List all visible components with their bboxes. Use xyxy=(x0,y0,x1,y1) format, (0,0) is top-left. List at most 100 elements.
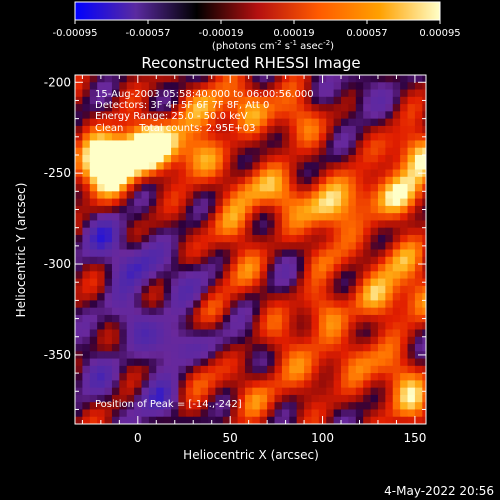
heatmap-pixel xyxy=(237,285,246,294)
heatmap-pixel xyxy=(75,344,83,352)
heatmap-pixel xyxy=(237,176,246,185)
heatmap-pixel xyxy=(148,213,157,221)
heatmap-pixel xyxy=(348,162,357,171)
heatmap-pixel xyxy=(119,329,128,338)
heatmap-pixel xyxy=(97,293,106,301)
heatmap-pixel xyxy=(141,344,150,352)
heatmap-pixel xyxy=(230,104,239,112)
heatmap-pixel xyxy=(97,125,106,134)
heatmap-pixel xyxy=(163,82,172,91)
heatmap-pixel xyxy=(414,249,423,258)
heatmap-pixel xyxy=(311,140,320,149)
heatmap-pixel xyxy=(355,394,364,403)
heatmap-pixel xyxy=(326,89,335,98)
heatmap-pixel xyxy=(355,264,364,272)
heatmap-pixel xyxy=(75,373,83,381)
heatmap-pixel xyxy=(222,256,231,265)
heatmap-pixel xyxy=(385,234,394,243)
heatmap-pixel xyxy=(392,256,401,265)
heatmap-pixel xyxy=(377,256,386,265)
heatmap-pixel xyxy=(348,264,357,272)
heatmap-pixel xyxy=(178,285,187,294)
heatmap-pixel xyxy=(289,314,298,323)
heatmap-pixel xyxy=(193,140,202,149)
heatmap-pixel xyxy=(215,387,224,396)
heatmap-pixel xyxy=(274,365,283,374)
heatmap-pixel xyxy=(407,394,416,403)
heatmap-pixel xyxy=(111,373,120,381)
heatmap-pixel xyxy=(252,409,261,418)
heatmap-pixel xyxy=(119,191,128,200)
heatmap-pixel xyxy=(163,191,172,200)
heatmap-pixel xyxy=(377,82,386,91)
heatmap-pixel xyxy=(244,256,253,265)
heatmap-pixel xyxy=(200,169,209,178)
heatmap-pixel xyxy=(422,365,426,374)
heatmap-pixel xyxy=(141,96,150,105)
heatmap-pixel xyxy=(134,191,143,200)
heatmap-pixel xyxy=(414,394,423,403)
heatmap-pixel xyxy=(104,365,113,374)
heatmap-pixel xyxy=(244,314,253,323)
heatmap-pixel xyxy=(208,227,216,236)
heatmap-pixel xyxy=(355,409,364,418)
heatmap-pixel xyxy=(104,264,113,272)
heatmap-pixel xyxy=(237,104,246,112)
heatmap-pixel xyxy=(141,351,150,360)
heatmap-pixel xyxy=(407,176,416,185)
heatmap-pixel xyxy=(208,213,216,221)
heatmap-pixel xyxy=(392,125,401,134)
heatmap-pixel xyxy=(392,329,401,338)
heatmap-pixel xyxy=(267,227,276,236)
heatmap-pixel xyxy=(326,278,335,287)
heatmap-pixel xyxy=(252,351,261,360)
heatmap-pixel xyxy=(200,264,209,272)
heatmap-pixel xyxy=(385,387,394,396)
heatmap-pixel xyxy=(119,234,128,243)
heatmap-pixel xyxy=(89,336,98,345)
heatmap-pixel xyxy=(156,154,165,163)
heatmap-pixel xyxy=(111,147,120,156)
heatmap-pixel xyxy=(318,184,327,192)
heatmap-pixel xyxy=(341,169,349,178)
heatmap-pixel xyxy=(230,220,239,229)
heatmap-pixel xyxy=(178,249,187,258)
heatmap-pixel xyxy=(304,227,312,236)
heatmap-pixel xyxy=(230,140,239,149)
heatmap-pixel xyxy=(126,322,135,330)
heatmap-pixel xyxy=(318,380,327,389)
heatmap-pixel xyxy=(414,271,423,280)
heatmap-pixel xyxy=(348,184,357,192)
heatmap-pixel xyxy=(304,365,312,374)
heatmap-pixel xyxy=(259,285,268,294)
heatmap-pixel xyxy=(385,140,394,149)
heatmap-pixel xyxy=(333,293,342,301)
heatmap-pixel xyxy=(75,300,83,309)
heatmap-pixel xyxy=(370,89,379,98)
heatmap-pixel xyxy=(259,220,268,229)
heatmap-pixel xyxy=(89,373,98,381)
heatmap-pixel xyxy=(193,329,202,338)
heatmap-pixel xyxy=(171,147,179,156)
heatmap-pixel xyxy=(237,227,246,236)
heatmap-pixel xyxy=(407,373,416,381)
heatmap-pixel xyxy=(341,242,349,250)
heatmap-pixel xyxy=(281,322,290,330)
heatmap-pixel xyxy=(126,140,135,149)
heatmap-pixel xyxy=(355,162,364,171)
heatmap-pixel xyxy=(348,118,357,127)
heatmap-pixel xyxy=(126,293,135,301)
heatmap-pixel xyxy=(222,344,231,352)
heatmap-pixel xyxy=(82,191,91,200)
heatmap-pixel xyxy=(215,125,224,134)
heatmap-pixel xyxy=(422,184,426,192)
heatmap-pixel xyxy=(82,176,91,185)
heatmap-pixel xyxy=(259,96,268,105)
heatmap-pixel xyxy=(119,249,128,258)
heatmap-pixel xyxy=(311,278,320,287)
heatmap-pixel xyxy=(104,256,113,265)
heatmap-pixel xyxy=(134,293,143,301)
heatmap-pixel xyxy=(171,307,179,316)
heatmap-pixel xyxy=(126,278,135,287)
